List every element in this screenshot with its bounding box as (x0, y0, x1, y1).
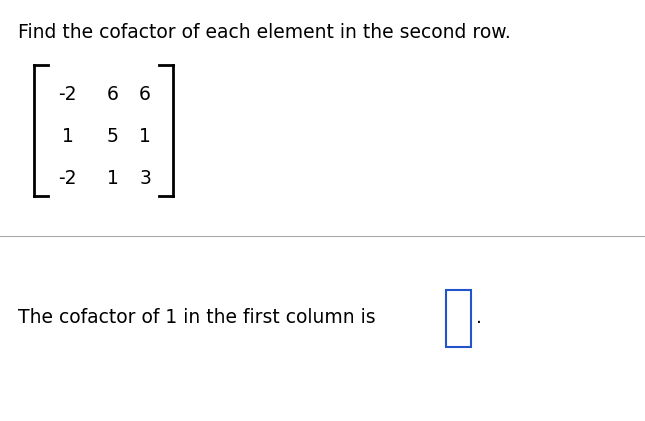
Text: -2: -2 (59, 169, 77, 189)
Bar (446, 290, 471, 347)
Text: -2: -2 (59, 85, 77, 104)
Text: 1: 1 (139, 127, 151, 147)
Text: .: . (476, 308, 482, 328)
Text: 3: 3 (139, 169, 151, 189)
Text: 5: 5 (107, 127, 119, 147)
Text: 1: 1 (107, 169, 119, 189)
Text: 6: 6 (139, 85, 151, 104)
Text: Find the cofactor of each element in the second row.: Find the cofactor of each element in the… (18, 23, 511, 42)
Text: 1: 1 (62, 127, 74, 147)
Text: 6: 6 (107, 85, 119, 104)
Text: The cofactor of 1 in the first column is: The cofactor of 1 in the first column is (18, 308, 375, 328)
